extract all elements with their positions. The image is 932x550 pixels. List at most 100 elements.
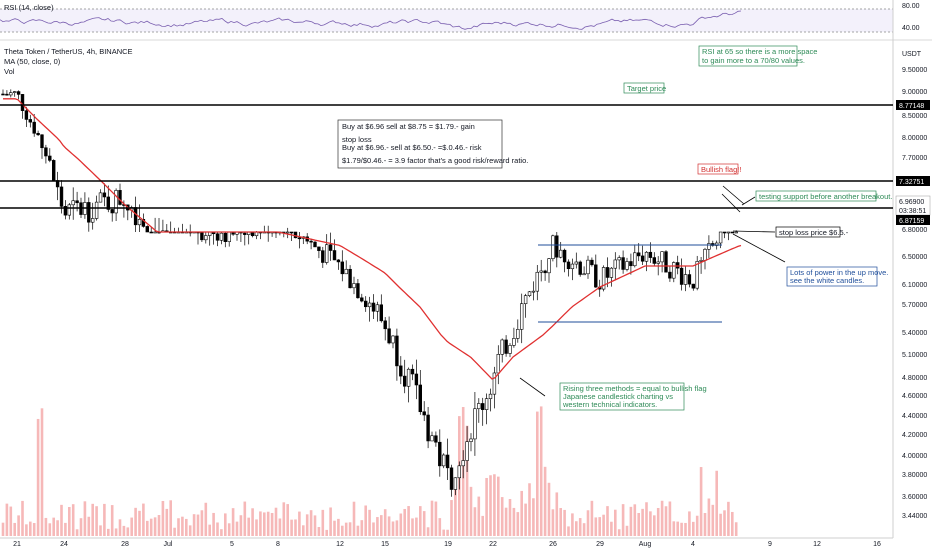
trade-note: Buy at $6.96 sell at $8.75 = $1.79.- gai… bbox=[337, 119, 528, 169]
candle-body bbox=[547, 258, 551, 274]
arrow-power bbox=[732, 233, 786, 263]
candle-body bbox=[465, 441, 469, 461]
candle-body bbox=[539, 270, 543, 273]
time-axis-tick: 15 bbox=[381, 541, 389, 548]
time-axis-tick: 12 bbox=[813, 541, 821, 548]
volume-bar bbox=[325, 529, 328, 536]
volume-bar bbox=[329, 507, 332, 536]
candle-body bbox=[586, 259, 590, 275]
candle-body bbox=[644, 251, 649, 262]
volume-bar bbox=[571, 513, 574, 536]
volume-bar bbox=[266, 511, 270, 536]
candle-body bbox=[344, 268, 348, 275]
volume-bar bbox=[146, 520, 149, 536]
candle-body bbox=[219, 232, 224, 241]
candle-body bbox=[75, 200, 79, 204]
candle-body bbox=[527, 291, 532, 296]
candle-body bbox=[200, 232, 204, 241]
candle-body bbox=[410, 368, 415, 375]
volume-bar bbox=[235, 521, 239, 536]
ma-line bbox=[3, 98, 742, 380]
volume-bar bbox=[637, 513, 640, 536]
volume-bar bbox=[629, 506, 633, 536]
volume-bar bbox=[192, 514, 196, 536]
price-tag-8-77-bg bbox=[896, 100, 930, 110]
candle-body bbox=[430, 435, 434, 442]
candle-body bbox=[566, 261, 571, 270]
volume-bar bbox=[504, 507, 508, 536]
volume-bar bbox=[380, 515, 383, 536]
legend-vol: Vol bbox=[4, 67, 15, 76]
volume-bar bbox=[469, 486, 473, 536]
volume-bar bbox=[680, 522, 683, 536]
candle-body bbox=[711, 243, 715, 246]
stop-loss-box bbox=[775, 226, 841, 238]
time-axis-tick: 4 bbox=[691, 541, 695, 548]
volume-bar bbox=[567, 526, 570, 536]
candle-body bbox=[297, 237, 302, 240]
volume-bar bbox=[83, 501, 87, 536]
time-axis-tick: 9 bbox=[768, 541, 772, 548]
candle-body bbox=[16, 91, 21, 95]
volume-bar bbox=[87, 516, 91, 536]
candle-body bbox=[223, 232, 227, 242]
volume-bar bbox=[13, 522, 16, 536]
volume-bar bbox=[664, 506, 668, 536]
stop-loss-note: stop loss price $6.5.- bbox=[775, 226, 849, 238]
rsi-level-40: 40.00 bbox=[902, 25, 920, 32]
volume-bar bbox=[695, 515, 699, 536]
volume-bar bbox=[270, 512, 274, 536]
candle-body bbox=[204, 235, 208, 241]
candle-body bbox=[683, 274, 688, 285]
candle-body bbox=[570, 263, 575, 270]
volume-bar bbox=[337, 518, 340, 536]
rsi-level-80: 80.00 bbox=[902, 3, 920, 10]
candle-body bbox=[145, 226, 149, 233]
bullish-flag-box bbox=[697, 163, 739, 175]
candle-body bbox=[461, 460, 465, 467]
candle-body bbox=[609, 267, 614, 278]
volume-bar bbox=[177, 518, 180, 536]
candle-body bbox=[336, 259, 341, 263]
time-axis: 21 24 28 Jul 5 8 12 15 19 22 26 29 Aug 4 9 12 16 bbox=[13, 541, 881, 548]
volume-bar bbox=[40, 408, 44, 536]
candle-body bbox=[395, 335, 399, 367]
price-axis-tick: 6.10000 bbox=[902, 282, 927, 289]
price-axis-tick: 8.00000 bbox=[902, 135, 927, 142]
candle-body bbox=[582, 273, 586, 276]
candle-body bbox=[328, 244, 333, 251]
trade-note-line-6: $1.79/$0.46.- = 3.9 factor that's a good… bbox=[342, 156, 528, 165]
target-note-box bbox=[623, 82, 665, 94]
volume-bar bbox=[594, 517, 598, 536]
candle-body bbox=[453, 477, 458, 490]
countdown-text: 03:38:51 bbox=[899, 208, 926, 215]
volume-bar bbox=[625, 525, 629, 536]
volume-bar bbox=[153, 517, 157, 536]
price-axis-tick: 4.40000 bbox=[902, 413, 927, 420]
volume-bar bbox=[79, 518, 83, 536]
price-axis-tick: 4.80000 bbox=[902, 375, 927, 382]
volume-bar bbox=[547, 482, 551, 536]
candle-body bbox=[317, 246, 321, 251]
volume-bar bbox=[181, 516, 184, 536]
volume-bar bbox=[660, 500, 664, 536]
candle-body bbox=[492, 372, 497, 395]
target-note-text: Target price bbox=[627, 84, 666, 93]
candle-body bbox=[149, 231, 153, 234]
candle-body bbox=[652, 257, 657, 264]
candle-body bbox=[477, 403, 481, 410]
volume-bar bbox=[220, 529, 223, 536]
volume-bar bbox=[715, 470, 718, 536]
legend-symbol: Theta Token / TetherUS, 4h, BINANCE bbox=[4, 47, 133, 56]
volume-bar bbox=[606, 506, 609, 536]
volume-bar bbox=[520, 490, 523, 536]
volume-bar bbox=[274, 507, 278, 536]
volume-bar bbox=[692, 521, 695, 536]
candle-body bbox=[118, 190, 122, 205]
volume-bar bbox=[430, 500, 434, 536]
candle-body bbox=[562, 249, 567, 263]
price-tag-7-32-bg bbox=[896, 176, 930, 186]
volume-bar bbox=[688, 511, 691, 536]
volume-bar bbox=[360, 520, 364, 536]
candle-body bbox=[309, 240, 313, 243]
